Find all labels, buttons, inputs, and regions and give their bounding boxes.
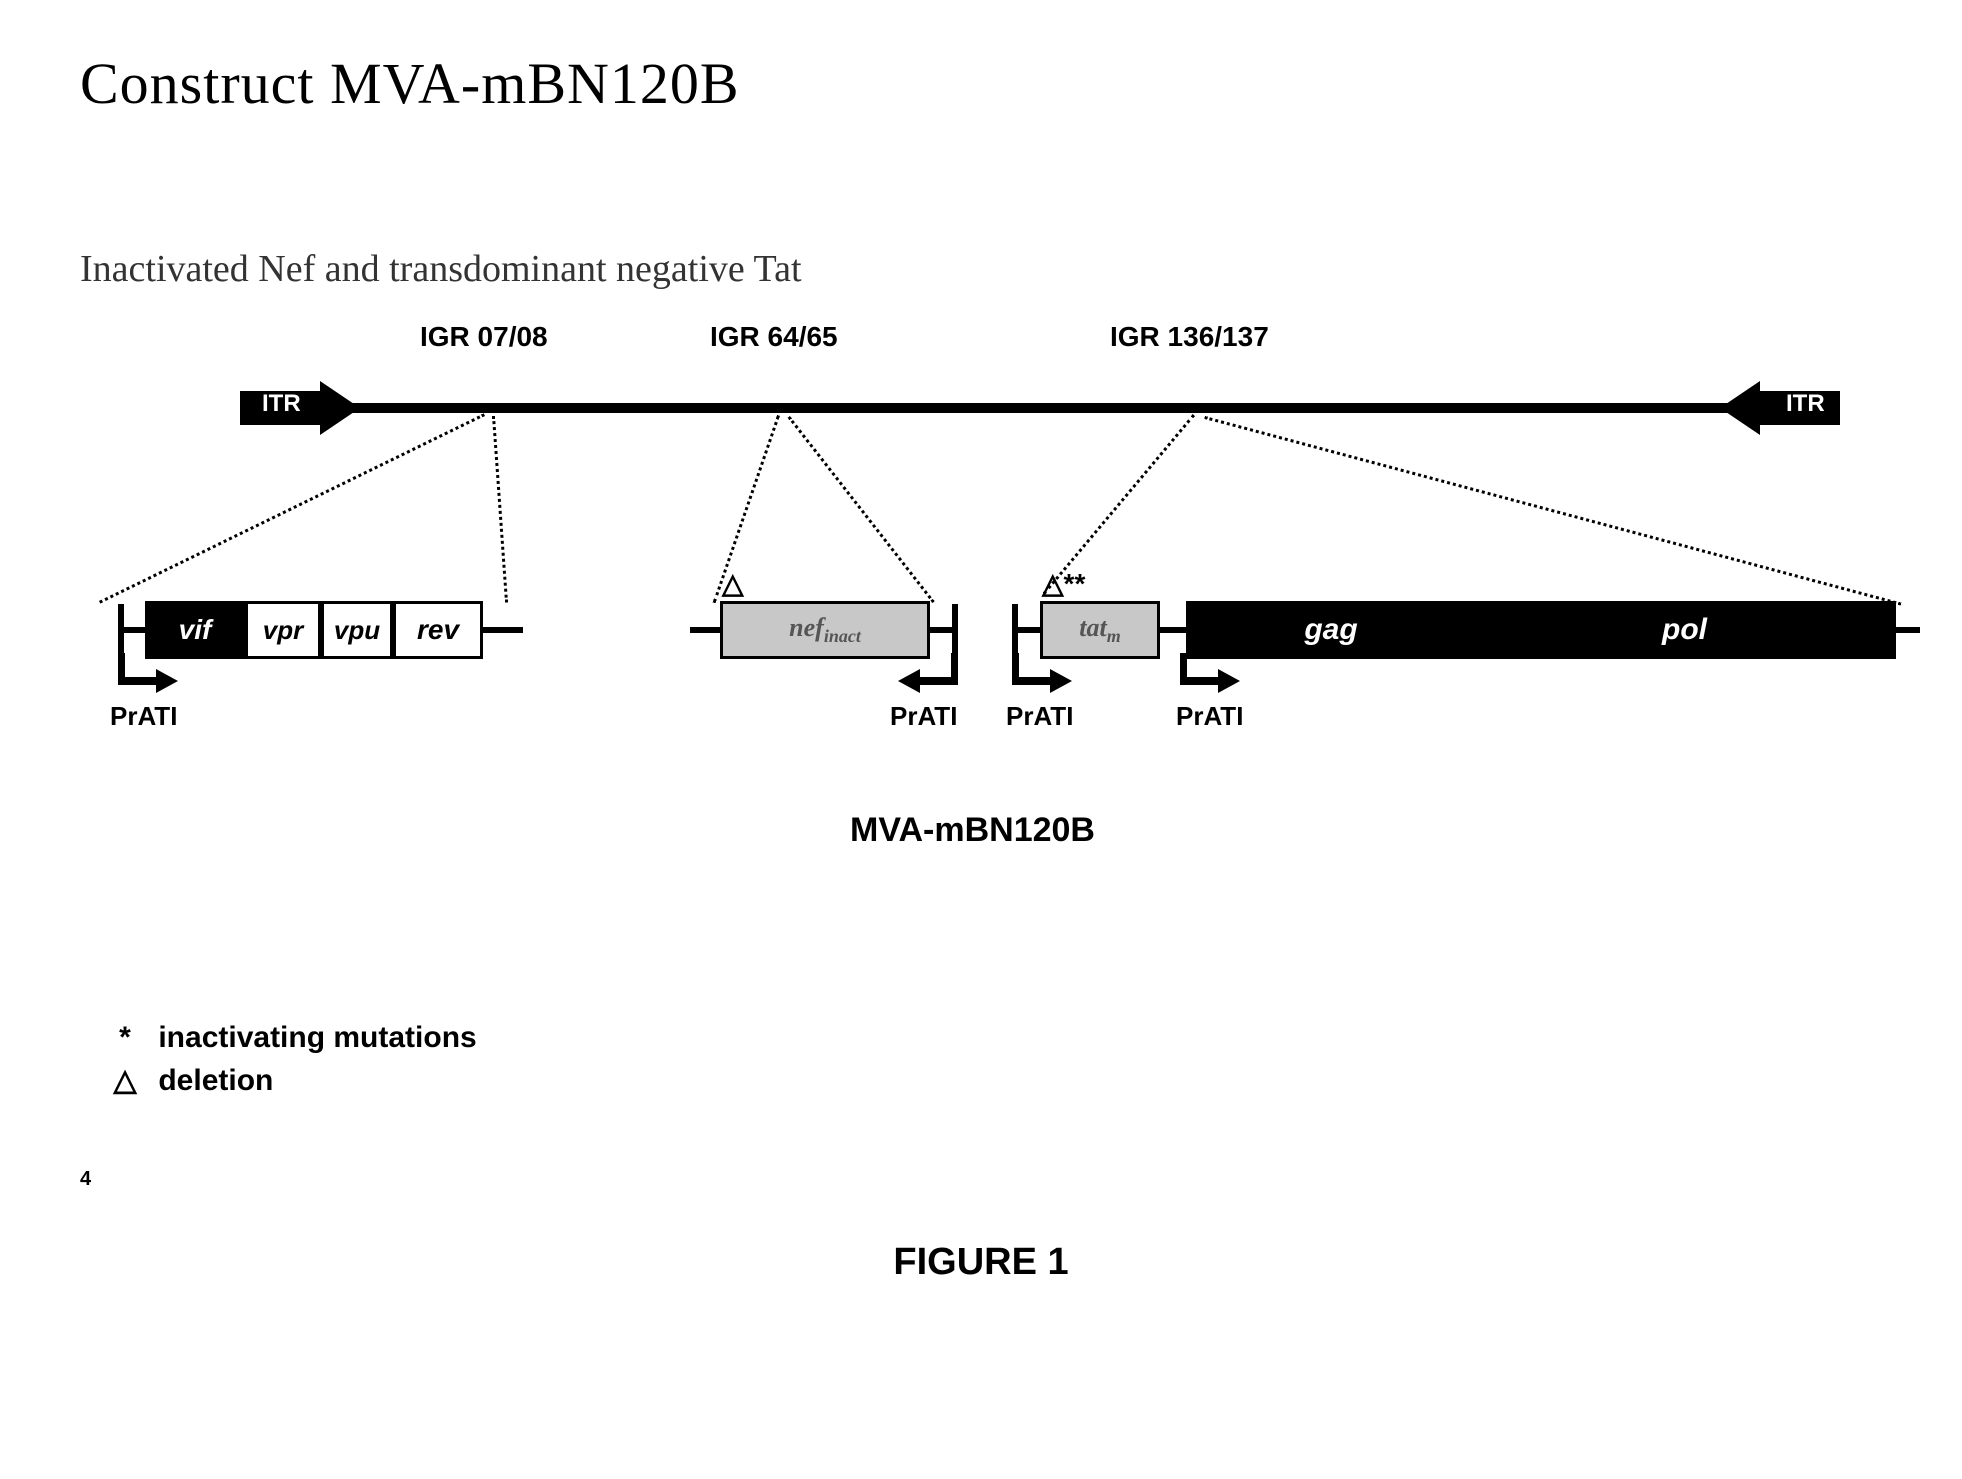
gene-tat-text: tatm <box>1079 613 1120 647</box>
construct-caption: MVA-mBN120B <box>850 811 1095 850</box>
construct-diagram: IGR 07/08 IGR 64/65 IGR 136/137 ITR ITR … <box>90 321 1890 841</box>
gene-rev: rev <box>393 601 483 659</box>
promoter-arrow-right <box>118 653 178 702</box>
gene-vif: vif <box>145 601 245 659</box>
figure-label: FIGURE 1 <box>80 1241 1882 1284</box>
prati-label: PrATI <box>1006 701 1073 732</box>
promoter-arrow-left <box>898 653 958 702</box>
expansion-line <box>99 413 485 603</box>
gene-gag: gag <box>1186 601 1476 659</box>
expansion-line <box>1204 416 1901 606</box>
expansion-line <box>492 416 508 603</box>
footnote-number: 4 <box>80 1168 1882 1191</box>
legend-row-star: * inactivating mutations <box>100 1021 1882 1055</box>
delta-star-marker: △** <box>1042 567 1085 600</box>
page-subtitle: Inactivated Nef and transdominant negati… <box>80 247 1882 291</box>
expansion-line <box>788 416 935 603</box>
genome-backbone <box>285 403 1790 413</box>
gene-vpu: vpu <box>321 601 393 659</box>
gene-nef: nefinact <box>720 601 930 659</box>
igr-label-0708: IGR 07/08 <box>420 321 548 353</box>
itr-right-label: ITR <box>1786 390 1825 418</box>
gene-pol: pol <box>1476 601 1896 659</box>
connector-line <box>930 627 954 633</box>
connector-line <box>121 627 145 633</box>
page-title: Construct MVA-mBN120B <box>80 50 1882 117</box>
promoter-arrow-right <box>1180 653 1240 702</box>
itr-left-label: ITR <box>262 390 301 418</box>
connector-line <box>1896 627 1920 633</box>
promoter-arrow-right <box>1012 653 1072 702</box>
connector-line <box>690 627 720 633</box>
legend-text-delta: deletion <box>158 1064 273 1097</box>
delta-marker: △ <box>722 567 744 600</box>
prati-label: PrATI <box>1176 701 1243 732</box>
connector-line <box>1160 627 1186 633</box>
prati-label: PrATI <box>110 701 177 732</box>
igr-label-6465: IGR 64/65 <box>710 321 838 353</box>
connector-line <box>483 627 523 633</box>
gene-tat: tatm <box>1040 601 1160 659</box>
gene-vpr: vpr <box>245 601 321 659</box>
legend: * inactivating mutations △ deletion <box>100 1021 1882 1098</box>
legend-text-star: inactivating mutations <box>158 1021 476 1054</box>
prati-label: PrATI <box>890 701 957 732</box>
legend-symbol-star: * <box>100 1021 150 1055</box>
igr-label-136137: IGR 136/137 <box>1110 321 1269 353</box>
legend-row-delta: △ deletion <box>100 1063 1882 1098</box>
legend-symbol-delta: △ <box>100 1063 150 1098</box>
gene-nef-text: nefinact <box>789 613 861 647</box>
connector-line <box>1016 627 1040 633</box>
